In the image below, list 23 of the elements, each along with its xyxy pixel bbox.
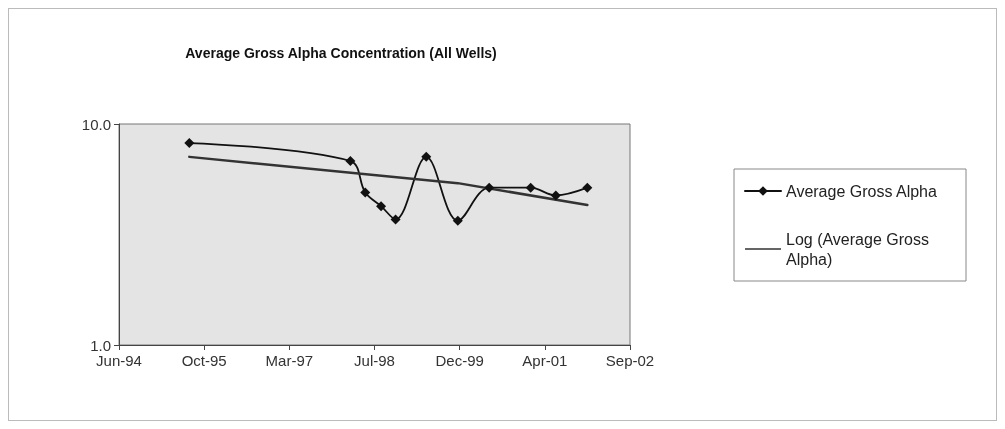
x-tick-label: Dec-99 — [435, 352, 484, 369]
point — [360, 187, 371, 198]
point — [452, 215, 463, 226]
point — [525, 182, 536, 193]
legend-label: Average Gross Alpha — [786, 182, 938, 200]
point — [376, 201, 387, 212]
point — [484, 182, 495, 193]
x-tick-label: Sep-02 — [605, 352, 655, 369]
x-tick-label: Mar-97 — [265, 352, 314, 369]
x-tick-label: Jul-98 — [354, 352, 395, 369]
point — [582, 182, 593, 193]
chart-title: Average Gross Alpha Concentration (All Wells) — [185, 45, 497, 61]
y-tick-label: 1.0 — [90, 336, 111, 354]
x-tick-label: Jun-94 — [96, 352, 142, 369]
x-tick-label: Apr-01 — [522, 352, 568, 369]
x-tick-label: Oct-95 — [181, 352, 227, 369]
point — [421, 151, 432, 162]
point — [184, 138, 195, 149]
y-tick-label: 10.0 — [81, 115, 111, 133]
point — [390, 214, 401, 225]
point — [345, 156, 356, 167]
legend-label: Log (Average Gross Alpha) — [786, 230, 934, 268]
point — [550, 190, 561, 201]
